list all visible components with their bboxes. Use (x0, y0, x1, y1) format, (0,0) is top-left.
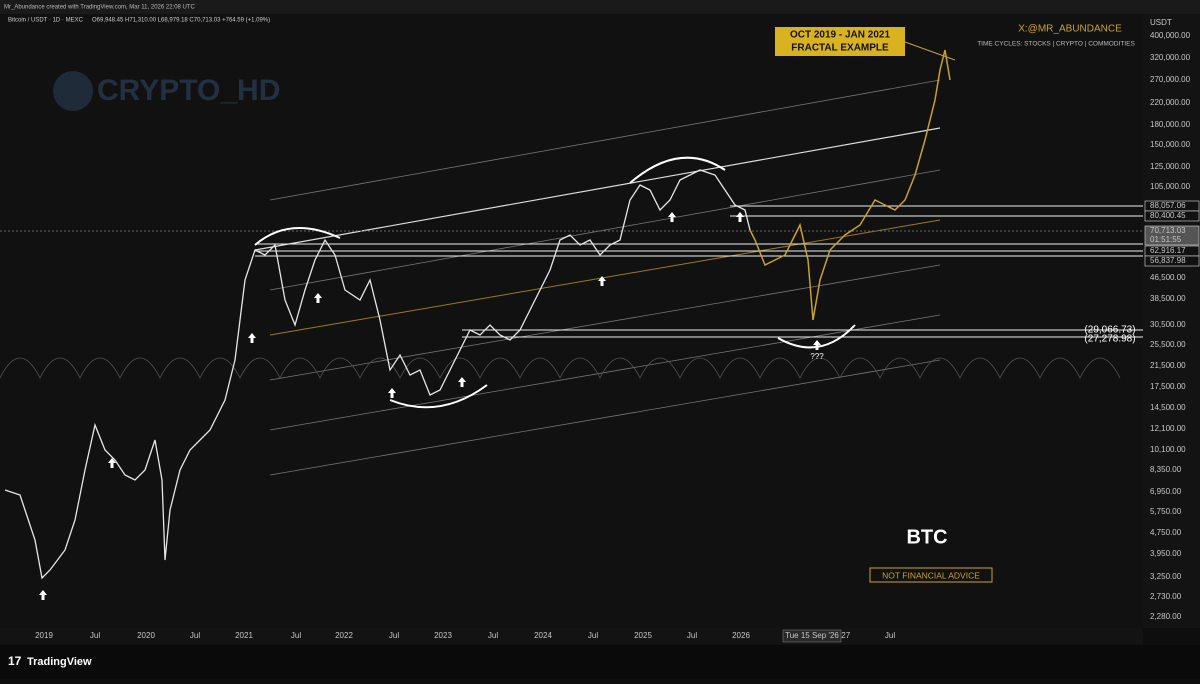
price-label: 3,250.00 (1150, 572, 1182, 581)
price-label: 2,730.00 (1150, 592, 1182, 601)
price-label: 46,500.00 (1150, 273, 1186, 282)
countdown: 01:51:55 (1150, 235, 1182, 244)
price-label: 8,350.00 (1150, 465, 1182, 474)
price-label: 105,000.00 (1150, 182, 1191, 191)
brand: TradingView (27, 656, 92, 668)
price-label: 25,500.00 (1150, 340, 1186, 349)
price-label: 30,500.00 (1150, 320, 1186, 329)
price-label: 21,500.00 (1150, 361, 1186, 370)
top-bar (0, 0, 1200, 14)
time-label: Jul (488, 631, 498, 640)
time-label: Jul (90, 631, 100, 640)
price-label: 12,100.00 (1150, 424, 1186, 433)
time-label: 2024 (534, 631, 552, 640)
price-label: 2,280.00 (1150, 612, 1182, 621)
price-marker: 80,400.45 (1150, 211, 1186, 220)
price-label: 400,000.00 (1150, 31, 1191, 40)
brand-logo: 17 (8, 654, 22, 668)
footer (0, 645, 1200, 679)
price-label: 17,500.00 (1150, 382, 1186, 391)
time-label: 2020 (137, 631, 155, 640)
fractal-box (775, 27, 905, 56)
fractal-line (749, 49, 951, 321)
price-label: 220,000.00 (1150, 98, 1191, 107)
disclaimer-box (869, 567, 993, 583)
level-label: (27,278.98) (1084, 334, 1135, 345)
price-label: 150,000.00 (1150, 140, 1191, 149)
price-label: 14,500.00 (1150, 403, 1186, 412)
levels (255, 205, 1143, 338)
symbol: Bitcoin / USDT · 1D · MEXC (8, 18, 84, 24)
time-label: Jul (588, 631, 598, 640)
currency: USDT (1150, 18, 1172, 27)
cycles: TIME CYCLES: STOCKS | CRYPTO | COMMODITI… (977, 41, 1135, 48)
price-marker-box (1144, 225, 1200, 246)
price-label: 4,750.00 (1150, 528, 1182, 537)
watermark: CRYPTO_HD (97, 74, 280, 107)
time-cursor: Tue 15 Sep '26 (785, 631, 839, 640)
watermark-logo (53, 71, 93, 111)
price-label: 6,950.00 (1150, 487, 1182, 496)
ticker: BTC (906, 526, 947, 548)
fractal-subtitle: FRACTAL EXAMPLE (791, 43, 889, 54)
time-label: 2025 (634, 631, 652, 640)
price-label: 10,100.00 (1150, 445, 1186, 454)
channel-lines (269, 79, 941, 476)
time-label: 2021 (235, 631, 253, 640)
time-label: '27 (840, 631, 851, 640)
channel-mid (269, 219, 941, 336)
time-label: Jul (291, 631, 301, 640)
time-label: 2019 (35, 631, 53, 640)
chart-area (0, 14, 1143, 628)
price-label: 270,000.00 (1150, 75, 1191, 84)
time-label: Jul (190, 631, 200, 640)
fractal-pointer (904, 41, 956, 61)
price-label: 125,000.00 (1150, 162, 1191, 171)
price-label: 3,950.00 (1150, 549, 1182, 558)
price-marker: 56,837.98 (1150, 256, 1186, 265)
level-label: (29,066.73) (1084, 325, 1135, 336)
price-marker-box (1144, 255, 1200, 267)
time-label: 2022 (335, 631, 353, 640)
price-label: 5,750.00 (1150, 507, 1182, 516)
handle: X:@MR_ABUNDANCE (1018, 24, 1122, 35)
time-label: 2026 (732, 631, 750, 640)
time-label: Jul (389, 631, 399, 640)
time-cursor-box (782, 629, 842, 643)
price-axis (1143, 14, 1200, 628)
price-label: 180,000.00 (1150, 120, 1191, 129)
fractal-title: OCT 2019 - JAN 2021 (790, 30, 890, 41)
credit: Mr_Abundance created with TradingView.co… (4, 5, 196, 11)
cycle-arrows (39, 212, 821, 600)
ohlc: O69,948.45 H71,310.00 L68,979.18 C70,713… (92, 18, 270, 24)
price-marker: 70,713.03 (1150, 226, 1186, 235)
time-label: Jul (885, 631, 895, 640)
time-axis (0, 628, 1143, 645)
price-label: 38,500.00 (1150, 294, 1186, 303)
channel-top (254, 127, 941, 251)
cycle-arcs (0, 357, 1121, 379)
price-label: 320,000.00 (1150, 53, 1191, 62)
question: ??? (810, 352, 824, 361)
price-marker: 88,057.06 (1150, 201, 1186, 210)
disclaimer: NOT FINANCIAL ADVICE (882, 570, 980, 580)
time-label: Jul (687, 631, 697, 640)
time-label: 2023 (434, 631, 452, 640)
price-marker-box (1144, 210, 1200, 222)
price-line (4, 169, 751, 580)
price-marker: 62,916.17 (1150, 246, 1186, 255)
